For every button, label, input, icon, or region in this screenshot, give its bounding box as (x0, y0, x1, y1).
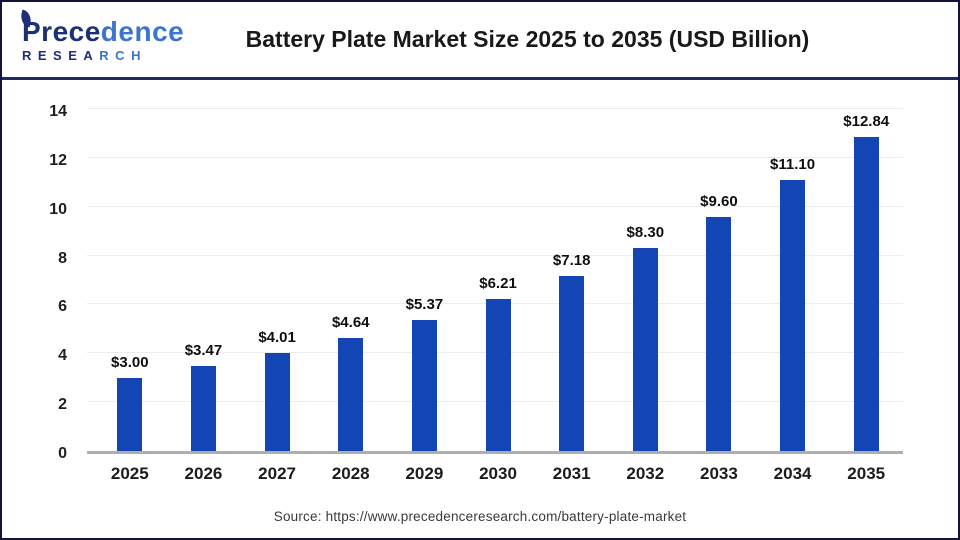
bar (706, 216, 732, 451)
bar-chart: 0 2 4 6 8 10 12 14 $3.00 2025 $3.47 2026 $4.01 2027 $… (2, 80, 958, 491)
bar (632, 248, 658, 451)
bar (780, 179, 806, 451)
x-axis-label: 2025 (110, 464, 149, 483)
bar-column: $4.64 2028 (314, 112, 388, 483)
bar-value-label: $3.47 (184, 342, 223, 360)
x-axis-label: 2033 (700, 464, 738, 483)
bar-column: $5.37 2029 (388, 112, 462, 483)
logo-text-secondary: dence (100, 15, 185, 47)
gridline (87, 254, 903, 256)
gridline (87, 205, 903, 207)
x-axis-label: 2028 (331, 464, 370, 483)
bar (853, 137, 879, 451)
y-axis-tick-label: 10 (49, 200, 67, 218)
logo-subtitle-primary: RESEA (22, 47, 100, 63)
logo-subtitle-secondary: RCH (99, 47, 147, 63)
bar-value-label: $3.00 (111, 353, 149, 371)
bar (485, 299, 511, 451)
y-axis-tick-label: 4 (58, 347, 67, 365)
precedence-research-logo: Precedence RESEARCH (2, 9, 217, 62)
plot-area: $3.00 2025 $3.47 2026 $4.01 2027 $4.64 2028 $5.3… (87, 108, 903, 484)
footer: Source: https://www.precedenceresearch.c… (2, 494, 958, 538)
bar-column: $12.84 2035 (829, 112, 903, 483)
bar (411, 319, 437, 451)
bar-column: $3.47 2026 (167, 112, 241, 483)
x-axis-label: 2026 (184, 464, 223, 483)
bar-value-label: $5.37 (405, 295, 444, 313)
gridline (87, 108, 903, 109)
bar-value-label: $4.64 (331, 313, 370, 331)
bar-column: $8.30 2032 (608, 112, 682, 483)
bar-value-label: $6.21 (479, 275, 517, 293)
bar-value-label: $12.84 (843, 113, 890, 131)
y-axis-tick-label: 0 (58, 445, 67, 462)
bar-value-label: $8.30 (626, 224, 665, 242)
y-axis: 0 2 4 6 8 10 12 14 (2, 103, 77, 462)
bar-value-label: $11.10 (770, 155, 816, 173)
logo-wordmark: Precedence (17, 9, 185, 47)
bar-value-label: $7.18 (552, 251, 591, 269)
y-axis-tick-label: 6 (58, 298, 67, 316)
bar (117, 377, 143, 451)
page-title: Battery Plate Market Size 2025 to 2035 (… (245, 26, 810, 52)
bar (559, 275, 585, 451)
x-axis-label: 2034 (773, 464, 812, 483)
bar-column: $4.01 2027 (240, 112, 314, 483)
bar-column: $11.10 2034 (756, 112, 830, 483)
gridline (87, 156, 903, 158)
bar (338, 337, 364, 451)
x-axis-label: 2030 (479, 464, 517, 483)
bar-value-label: $9.60 (700, 192, 738, 210)
bar (190, 366, 216, 451)
x-axis-label: 2027 (258, 464, 297, 483)
source-text: Source: https://www.precedenceresearch.c… (273, 508, 687, 524)
bar-column: $6.21 2030 (461, 112, 535, 483)
x-axis-label: 2031 (552, 464, 591, 483)
bar-column: $7.18 2031 (535, 112, 609, 483)
bar-value-label: $4.01 (258, 329, 296, 347)
bars-container: $3.00 2025 $3.47 2026 $4.01 2027 $4.64 2028 $5.3… (93, 112, 903, 484)
y-axis-tick-label: 14 (49, 103, 67, 120)
header: Precedence RESEARCH Battery Plate Market… (2, 2, 958, 80)
bar-column: $9.60 2033 (682, 112, 756, 484)
x-axis-label: 2032 (626, 464, 665, 483)
y-axis-tick-label: 2 (58, 396, 67, 414)
y-axis-tick-label: 12 (49, 151, 67, 169)
logo-subtitle: RESEARCH (22, 49, 217, 62)
y-axis-tick-label: 8 (58, 249, 67, 267)
x-axis-label: 2035 (847, 464, 886, 483)
x-axis-label: 2029 (405, 464, 444, 483)
bar-column: $3.00 2025 (93, 112, 167, 483)
bar (264, 353, 290, 451)
logo-text-primary: Prece (22, 15, 101, 47)
